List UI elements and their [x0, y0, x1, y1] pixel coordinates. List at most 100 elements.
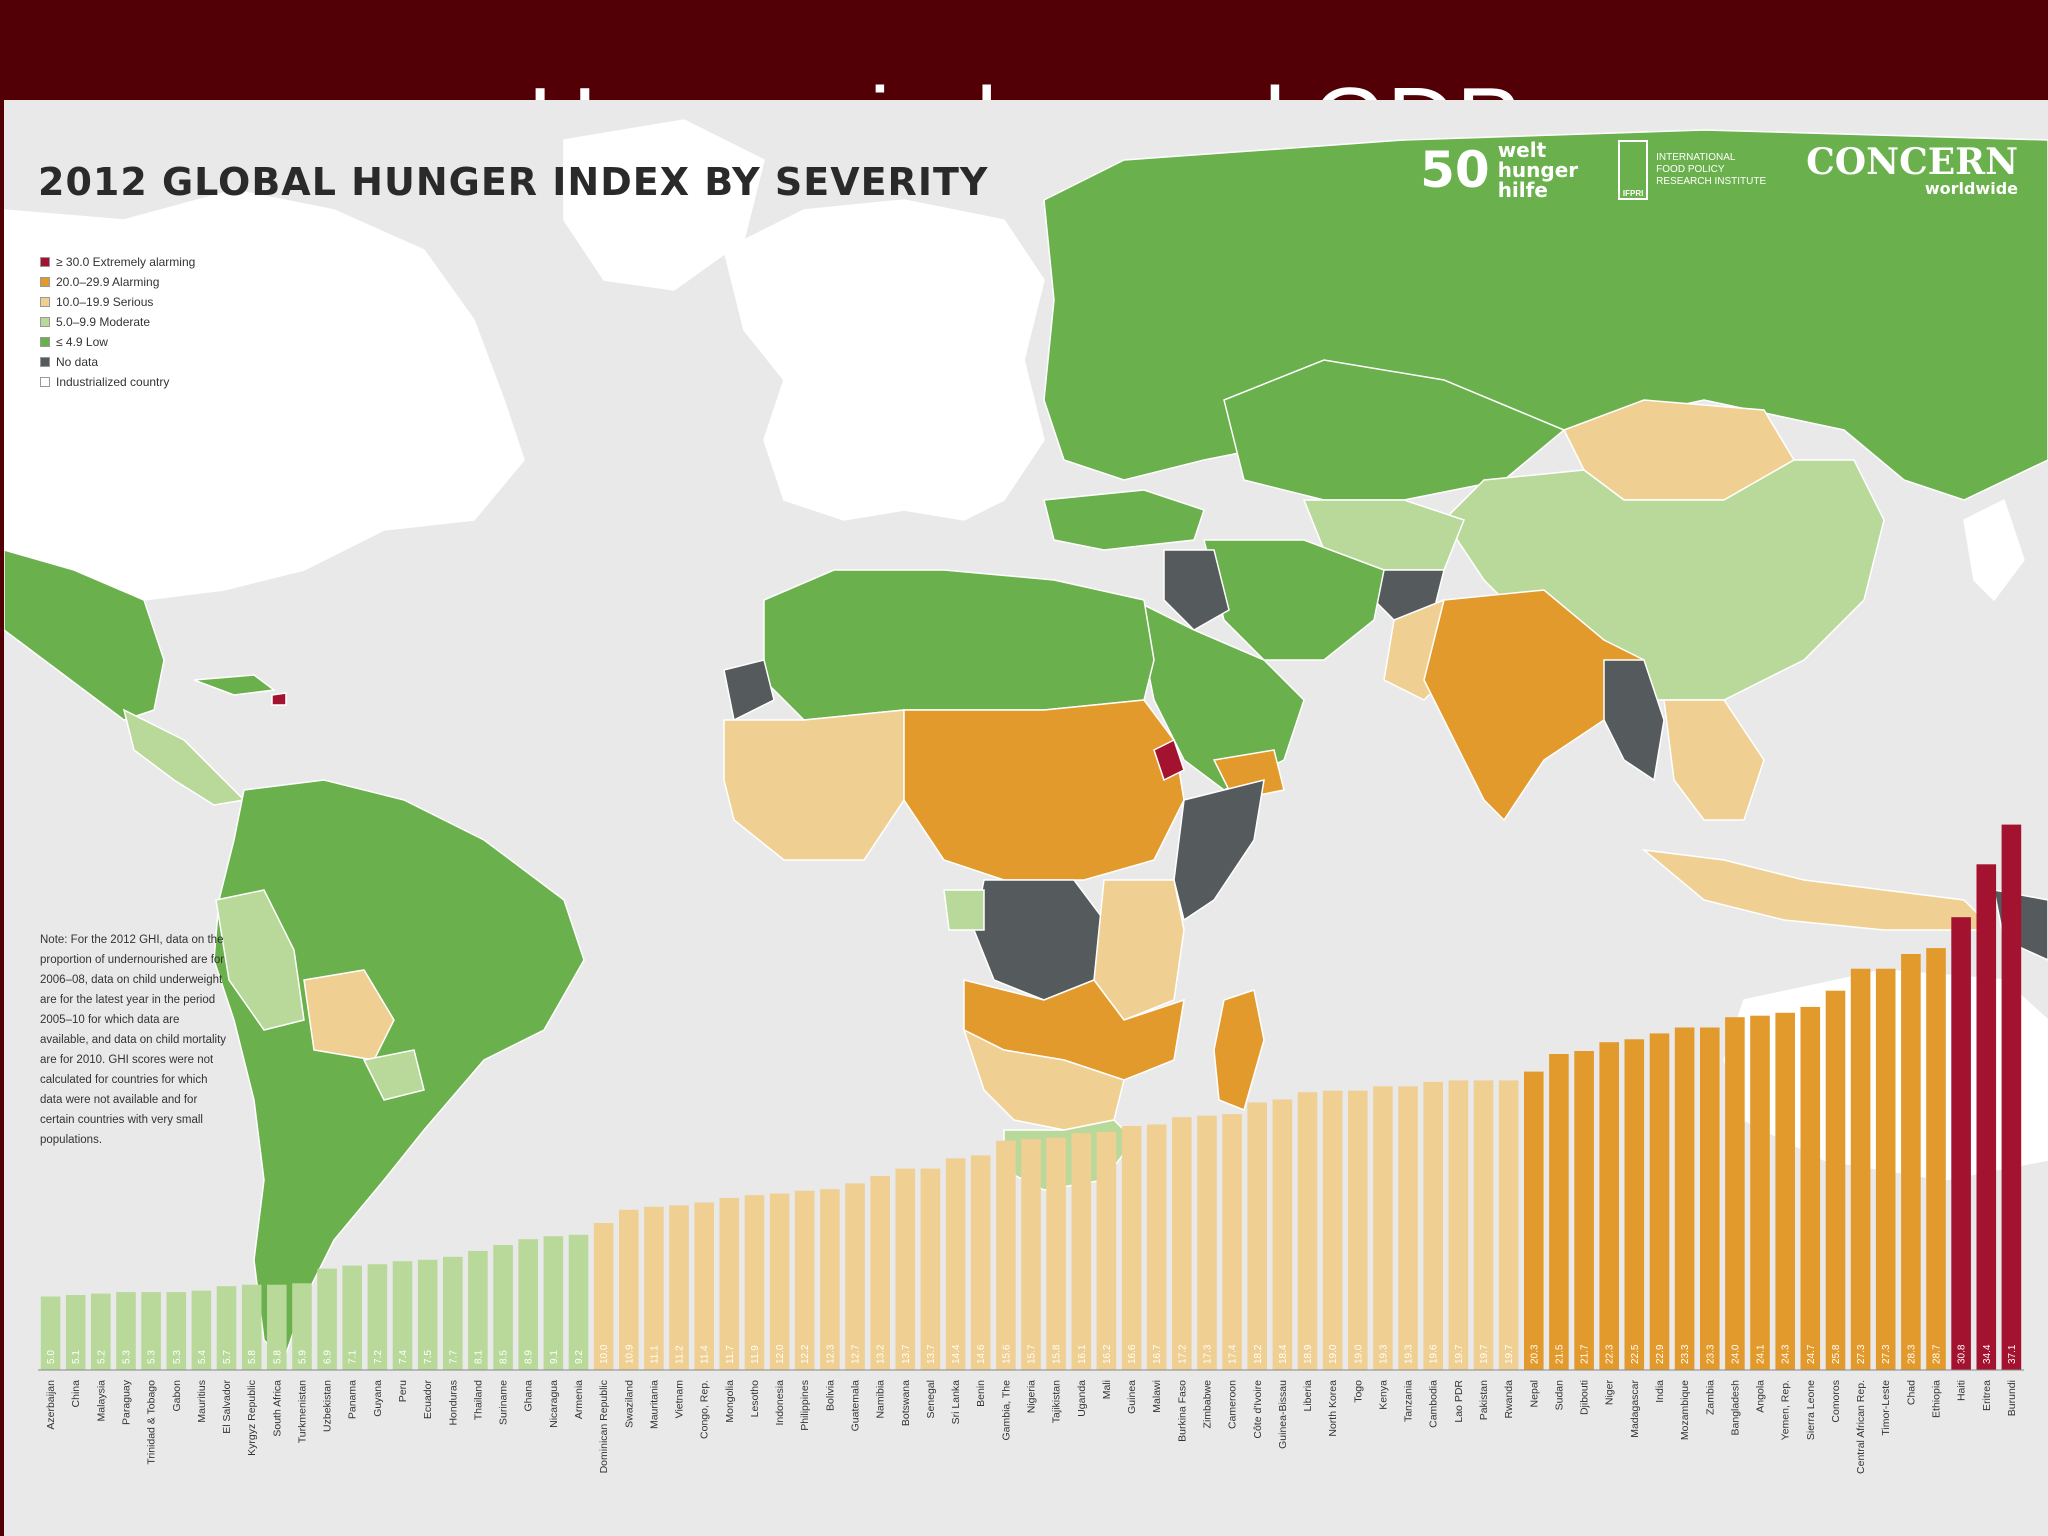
bar-value-label: 7.5	[423, 1350, 434, 1364]
bar-value-label: 10.9	[624, 1344, 635, 1364]
bar-value-label: 15.8	[1052, 1344, 1063, 1364]
category-label: Ghana	[523, 1380, 535, 1412]
bar-value-label: 21.5	[1554, 1344, 1565, 1364]
bar-value-label: 11.1	[649, 1345, 660, 1364]
bar-value-label: 8.9	[524, 1350, 535, 1364]
bar-value-label: 22.9	[1655, 1344, 1666, 1364]
bar-value-label: 5.0	[46, 1350, 57, 1364]
category-label: Dominican Republic	[598, 1380, 610, 1473]
category-label: Mongolia	[724, 1380, 736, 1423]
category-label: Kenya	[1377, 1380, 1389, 1410]
category-label: Mali	[1101, 1380, 1113, 1399]
bar	[1272, 1099, 1293, 1370]
bar	[669, 1205, 689, 1370]
category-label: Indonesia	[774, 1380, 786, 1426]
bar-value-label: 12.2	[800, 1344, 811, 1364]
bar	[417, 1259, 438, 1371]
bar-value-label: 17.2	[1177, 1344, 1188, 1364]
bar-value-label: 7.4	[398, 1350, 409, 1364]
bar	[1875, 968, 1896, 1370]
welthungerhilfe-line3: hilfe	[1497, 178, 1548, 202]
bar-value-label: 5.1	[71, 1350, 82, 1364]
welthungerhilfe-line2: hunger	[1497, 158, 1579, 182]
welthungerhilfe-mark: 50	[1420, 141, 1490, 199]
bar-value-label: 15.7	[1027, 1344, 1038, 1364]
map-arabia	[1132, 598, 1305, 791]
bar	[996, 1140, 1016, 1370]
map-india	[1423, 589, 1646, 822]
bar-value-label: 27.3	[1856, 1344, 1867, 1364]
bar-value-label: 5.2	[96, 1350, 107, 1364]
bar	[493, 1245, 513, 1370]
bar	[241, 1284, 262, 1370]
bar	[141, 1292, 161, 1370]
category-label: Central African Rep.	[1855, 1380, 1867, 1474]
map-se-asia	[1663, 699, 1765, 821]
poster-title: 2012 GLOBAL HUNGER INDEX BY SEVERITY	[38, 160, 989, 204]
legend-item: No data	[40, 352, 195, 372]
category-label: Turkmenistan	[297, 1380, 309, 1443]
bar	[2001, 824, 2022, 1370]
bar-value-label: 5.4	[197, 1350, 208, 1364]
bar-value-label: 5.8	[272, 1350, 283, 1364]
bar	[1021, 1139, 1041, 1370]
category-label: Nicaragua	[548, 1380, 560, 1428]
bar-value-label: 24.3	[1781, 1344, 1792, 1364]
note-text: Note: For the 2012 GHI, data on the prop…	[40, 934, 227, 1146]
map-haiti	[271, 692, 287, 706]
category-label: Nepal	[1528, 1380, 1540, 1407]
legend-swatch	[40, 337, 50, 347]
bar-value-label: 15.6	[1001, 1344, 1012, 1364]
map-eritrea	[1153, 738, 1185, 782]
category-label: Lao PDR	[1453, 1380, 1465, 1423]
bar	[443, 1256, 463, 1370]
category-label: Sierra Leone	[1805, 1380, 1817, 1440]
map-mexico	[4, 549, 165, 721]
ghi-bar-chart: 5.0 Azerbaijan 5.1 China 5.2 Malaysia 5.3 Parag…	[38, 824, 2024, 1474]
bar	[1850, 968, 1871, 1370]
bar	[1976, 864, 1997, 1370]
category-label: Uganda	[1076, 1380, 1088, 1417]
category-label: Congo, Rep.	[699, 1380, 711, 1439]
category-label: South Africa	[271, 1380, 283, 1437]
category-label: Thailand	[472, 1380, 484, 1420]
bar	[166, 1292, 187, 1370]
bar-value-label: 30.8	[1957, 1344, 1968, 1364]
category-label: Togo	[1352, 1380, 1364, 1403]
bar	[1121, 1126, 1142, 1370]
logo-bar: 50 welt hunger hilfe IFPRI INTERNATIONAL…	[1420, 130, 2018, 210]
bar-value-label: 19.7	[1454, 1344, 1465, 1364]
category-label: Côte d'Ivoire	[1252, 1380, 1264, 1439]
category-label: Cameroon	[1227, 1380, 1239, 1429]
bar-value-label: 11.2	[675, 1345, 686, 1364]
map-central-america	[122, 708, 246, 806]
bar	[1348, 1090, 1368, 1370]
bar	[1800, 1006, 1821, 1370]
category-label: Mozambique	[1679, 1380, 1691, 1440]
category-label: Sudan	[1553, 1380, 1565, 1411]
bar	[870, 1176, 890, 1370]
bar	[820, 1189, 840, 1370]
bar-value-label: 16.6	[1127, 1344, 1138, 1364]
legend-item: ≤ 4.9 Low	[40, 332, 195, 352]
bar	[970, 1155, 991, 1370]
bar-value-label: 19.0	[1328, 1344, 1339, 1364]
map-madagascar	[1213, 989, 1265, 1112]
legend-swatch	[40, 277, 50, 287]
bar-value-label: 13.7	[901, 1344, 912, 1364]
bar	[1423, 1081, 1443, 1370]
bar-value-label: 5.9	[298, 1350, 309, 1364]
legend-label: 20.0–29.9 Alarming	[56, 275, 160, 289]
category-label: Gambia, The	[1000, 1380, 1012, 1441]
bar-value-label: 13.7	[926, 1344, 937, 1364]
category-label: Madagascar	[1629, 1379, 1641, 1437]
bar	[845, 1183, 865, 1370]
category-label: Eritrea	[1981, 1380, 1993, 1411]
ifpri-logo: IFPRI INTERNATIONAL FOOD POLICY RESEARCH…	[1618, 140, 1766, 200]
bar-value-label: 17.3	[1203, 1344, 1214, 1364]
category-label: Guinea-Bissau	[1277, 1380, 1289, 1449]
bar	[191, 1290, 212, 1370]
bar-value-label: 9.1	[549, 1350, 560, 1364]
bar	[543, 1236, 564, 1370]
legend-swatch	[40, 377, 50, 387]
